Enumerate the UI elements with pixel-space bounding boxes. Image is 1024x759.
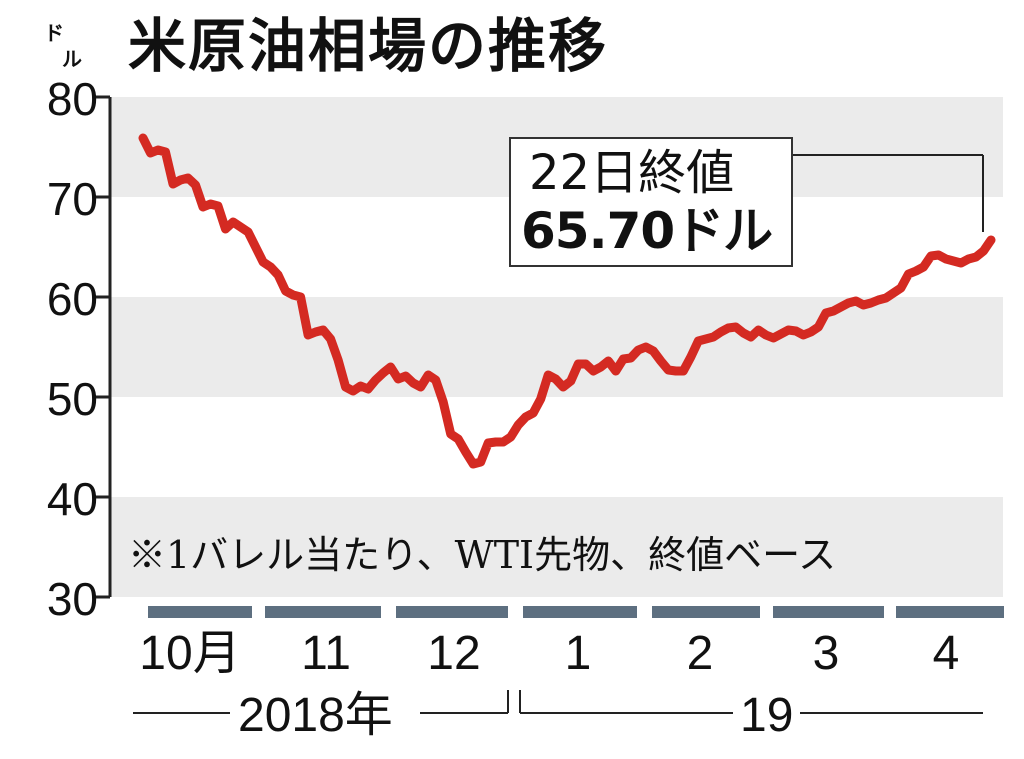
chart-note: ※1バレル当たり、WTI先物、終値ベース (128, 533, 837, 577)
final-value-callout: 22日終値 65.70ドル (509, 137, 793, 267)
month-bar (652, 606, 760, 618)
month-label: 3 (812, 627, 840, 680)
month-label: 10月 (139, 627, 241, 680)
y-tick-label: 30 (46, 573, 98, 625)
y-tick-label: 40 (46, 473, 98, 525)
callout-value: 65.70ドル (521, 202, 773, 260)
month-bar (396, 606, 508, 618)
grid-band (110, 497, 1003, 597)
y-unit-char-1: ル (62, 47, 82, 71)
year-label-2018: 2018年 (238, 689, 393, 742)
y-tick-label: 50 (46, 373, 98, 425)
month-bar (148, 606, 252, 618)
month-bar (265, 606, 381, 618)
month-label: 1 (564, 627, 592, 680)
chart-title: 米原油相場の推移 (128, 12, 609, 80)
y-axis-ticks (96, 95, 110, 599)
y-tick-label: 60 (46, 273, 98, 325)
y-tick-label: 80 (46, 73, 98, 125)
y-tick-label: 70 (46, 173, 98, 225)
month-label: 2 (686, 627, 714, 680)
month-bar (896, 606, 1004, 618)
month-bar (773, 606, 884, 618)
month-label: 11 (301, 627, 351, 680)
month-label: 12 (427, 627, 481, 680)
price-line (138, 133, 996, 469)
y-unit-char-0: ド (44, 21, 64, 45)
month-bar (523, 606, 637, 618)
month-bars (148, 606, 1004, 618)
month-label: 4 (932, 627, 960, 680)
year-label-19: 19 (740, 689, 794, 742)
grid-bands (110, 97, 1003, 597)
callout-label: 22日終値 (529, 145, 735, 201)
